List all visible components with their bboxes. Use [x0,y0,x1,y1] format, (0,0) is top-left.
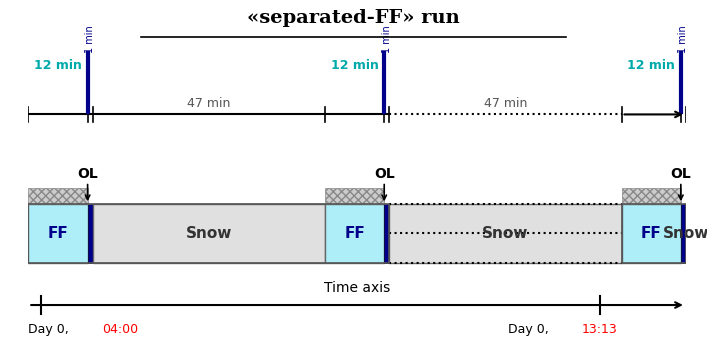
Bar [681,204,686,263]
Text: 12 min: 12 min [331,59,378,72]
Text: Snow: Snow [662,226,707,241]
Text: 47 min: 47 min [187,97,230,110]
Text: «separated-FF» run: «separated-FF» run [247,9,460,27]
Bar [28,204,389,263]
Text: 1 min: 1 min [678,26,689,53]
Bar [28,204,88,263]
Bar [93,204,325,263]
Bar [325,204,384,263]
Text: FF: FF [47,226,69,241]
Text: OL: OL [374,167,395,180]
Text: 13:13: 13:13 [582,323,618,336]
Text: 47 min: 47 min [484,97,527,110]
Bar [621,204,686,263]
Text: 12 min: 12 min [34,59,82,72]
Text: OL: OL [77,167,98,180]
Text: Day 0,: Day 0, [508,323,553,336]
Bar [621,188,681,204]
Bar [384,204,389,263]
Bar [325,188,384,204]
Text: 04:00: 04:00 [102,323,138,336]
Text: FF: FF [344,226,365,241]
Bar [621,204,681,263]
Text: 1 min: 1 min [85,26,95,53]
Text: FF: FF [641,226,662,241]
Bar [28,188,88,204]
Text: Time axis: Time axis [324,281,390,295]
Text: Day 0,: Day 0, [28,323,73,336]
Text: 1 min: 1 min [382,26,392,53]
Text: OL: OL [670,167,691,180]
Bar [88,204,93,263]
Text: Snow: Snow [185,226,232,241]
Text: Snow: Snow [482,226,529,241]
Text: 12 min: 12 min [627,59,675,72]
Bar [389,204,621,263]
